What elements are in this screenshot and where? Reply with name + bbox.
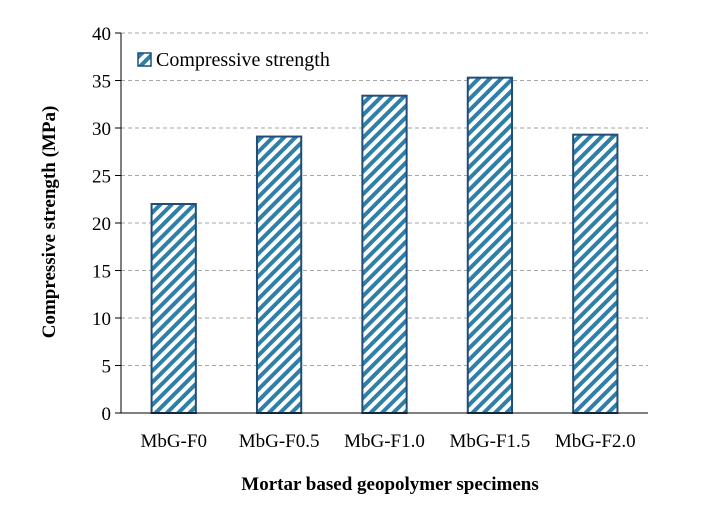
x-tick-label: MbG-F1.0 bbox=[344, 431, 425, 452]
y-axis-title: Compressive strength (MPa) bbox=[39, 106, 60, 339]
legend-label: Compressive strength bbox=[156, 49, 330, 71]
x-tick-label: MbG-F0 bbox=[140, 431, 207, 452]
x-tick-label: MbG-F0.5 bbox=[239, 431, 320, 452]
legend-swatch bbox=[137, 52, 152, 67]
x-tick-label: MbG-F2.0 bbox=[555, 431, 636, 452]
bar bbox=[466, 76, 514, 415]
bar bbox=[150, 203, 197, 414]
y-tick-label: 25 bbox=[92, 167, 111, 188]
y-tick-labels: 0 5 10 15 20 25 30 35 40 bbox=[92, 24, 121, 425]
y-tick-label: 30 bbox=[92, 119, 111, 140]
legend: Compressive strength bbox=[137, 49, 330, 71]
gridlines bbox=[121, 32, 648, 366]
y-tick-label: 15 bbox=[92, 262, 111, 283]
x-axis-title: Mortar based geopolymer specimens bbox=[241, 474, 538, 495]
y-tick-label: 20 bbox=[92, 214, 111, 235]
y-tick-label: 40 bbox=[92, 24, 111, 45]
bar bbox=[361, 94, 408, 414]
bars bbox=[150, 76, 619, 415]
x-tick-label: MbG-F1.5 bbox=[450, 431, 531, 452]
y-tick-label: 0 bbox=[102, 404, 112, 425]
bar bbox=[572, 133, 619, 414]
x-tick-labels: MbG-F0 MbG-F0.5 MbG-F1.0 MbG-F1.5 MbG-F2.0 bbox=[140, 431, 635, 452]
bar bbox=[255, 135, 303, 415]
y-tick-label: 10 bbox=[92, 309, 111, 330]
y-tick-label: 5 bbox=[102, 357, 112, 378]
y-tick-label: 35 bbox=[92, 72, 111, 93]
